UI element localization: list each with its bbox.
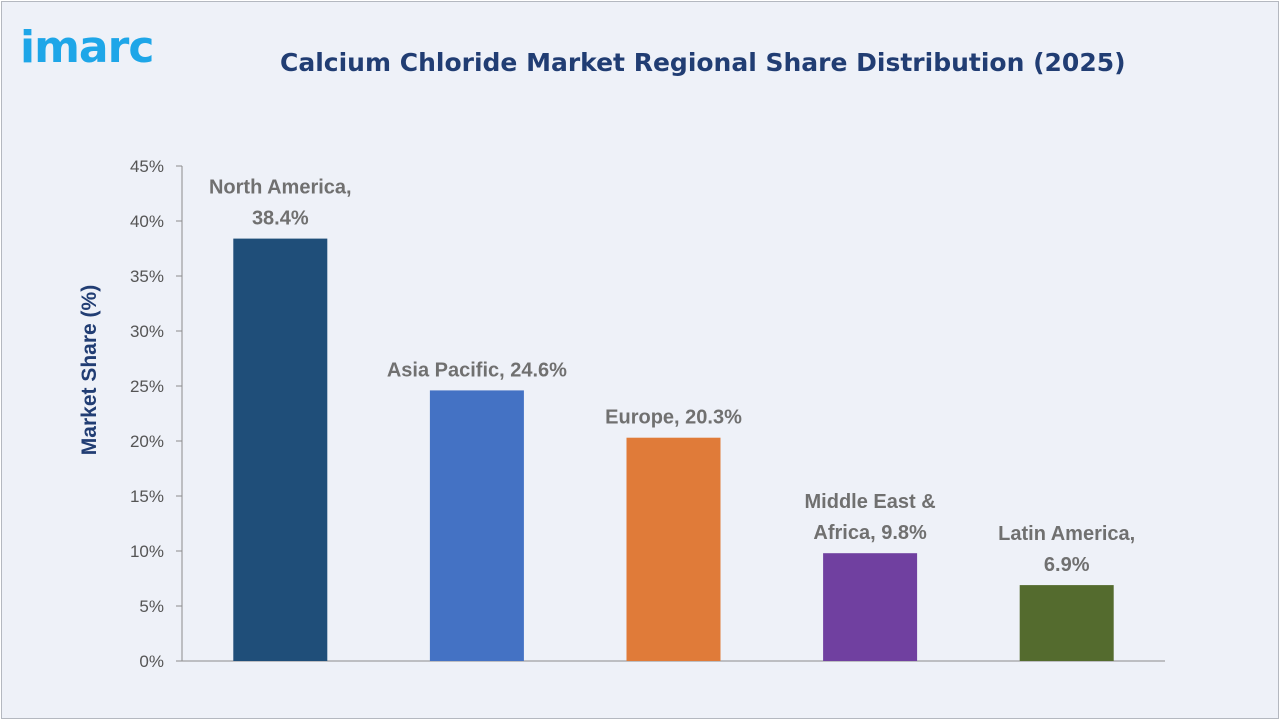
y-tick-label: 40% (130, 212, 164, 231)
data-label: North America, (209, 177, 352, 199)
data-label: Asia Pacific, 24.6% (387, 359, 567, 381)
data-label: Africa, 9.8% (813, 522, 927, 544)
bar-middle-east-africa (823, 553, 918, 661)
chart-title: Calcium Chloride Market Regional Share D… (280, 48, 1126, 77)
data-label: Europe, 20.3% (605, 407, 742, 429)
bar-europe (626, 437, 721, 661)
y-tick-label: 10% (130, 542, 164, 561)
y-tick-label: 5% (139, 597, 164, 616)
y-tick-label: 0% (139, 652, 164, 671)
y-tick-label: 30% (130, 322, 164, 341)
imarc-logo: imarc (20, 22, 154, 73)
y-tick-label: 25% (130, 377, 164, 396)
bar-north-america (233, 238, 328, 661)
data-label: 6.9% (1044, 554, 1090, 576)
bar-latin-america (1019, 585, 1114, 661)
y-axis-title: Market Share (%) (78, 285, 101, 455)
data-label: Middle East & (805, 491, 936, 513)
y-tick-label: 45% (130, 157, 164, 176)
data-label: 38.4% (252, 208, 309, 230)
y-tick-label: 15% (130, 487, 164, 506)
y-tick-label: 20% (130, 432, 164, 451)
bar-asia-pacific (429, 390, 524, 661)
data-label: Latin America, (998, 523, 1135, 545)
y-tick-label: 35% (130, 267, 164, 286)
